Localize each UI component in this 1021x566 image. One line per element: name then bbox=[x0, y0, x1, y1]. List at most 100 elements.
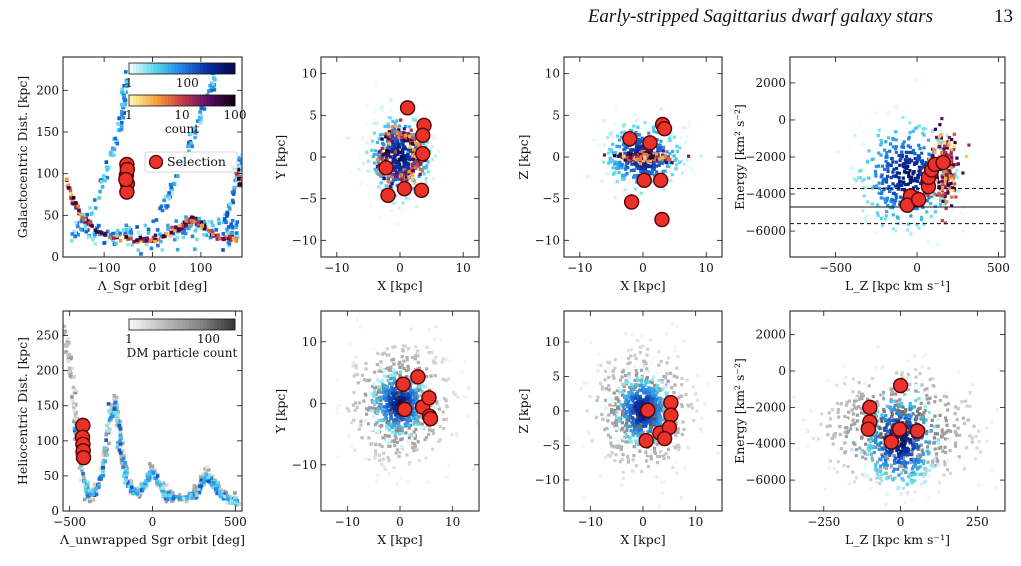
y-tick-label: −5 bbox=[542, 438, 560, 452]
density-cell bbox=[890, 197, 894, 202]
stream-cell bbox=[198, 121, 203, 125]
density-cell bbox=[425, 164, 429, 168]
density-cell bbox=[406, 166, 410, 170]
stream-cell bbox=[216, 483, 221, 487]
density-cell bbox=[409, 139, 413, 143]
density-cell bbox=[646, 380, 650, 384]
density-cell bbox=[687, 122, 692, 126]
density-cell bbox=[413, 444, 418, 448]
density-cell bbox=[412, 442, 417, 446]
density-cell bbox=[630, 385, 635, 389]
stream-cell bbox=[216, 217, 221, 222]
stream-cell bbox=[67, 353, 72, 357]
stream-cell bbox=[109, 406, 113, 410]
density-cell bbox=[647, 369, 651, 373]
density-cell bbox=[412, 179, 416, 183]
density-cell bbox=[466, 386, 471, 390]
stream-cell bbox=[118, 419, 123, 424]
density-cell bbox=[653, 412, 657, 416]
density-cell bbox=[637, 145, 641, 149]
density-cell bbox=[914, 184, 918, 189]
density-cell bbox=[870, 222, 875, 226]
density-cell bbox=[410, 132, 415, 137]
density-cell bbox=[947, 183, 951, 187]
density-cell bbox=[635, 427, 639, 431]
density-cell bbox=[381, 205, 385, 209]
density-cell bbox=[662, 456, 666, 461]
density-cell bbox=[402, 155, 406, 159]
stream-cell bbox=[124, 473, 129, 477]
density-cell bbox=[629, 348, 634, 352]
density-cell bbox=[665, 157, 670, 161]
colorbar-swatch bbox=[146, 95, 151, 106]
stream-cell bbox=[131, 491, 135, 496]
density-cell bbox=[456, 395, 460, 399]
density-cell bbox=[623, 424, 628, 428]
colorbar-swatch bbox=[136, 95, 141, 106]
density-cell bbox=[634, 118, 638, 122]
density-cell bbox=[364, 361, 368, 366]
plot-area bbox=[790, 78, 1005, 257]
density-cell bbox=[647, 164, 651, 168]
stream-cell bbox=[132, 487, 136, 492]
axes-frame bbox=[789, 56, 1006, 258]
density-cell bbox=[875, 211, 880, 215]
density-cell bbox=[898, 179, 902, 183]
density-cell bbox=[390, 398, 394, 402]
selection-point bbox=[75, 449, 92, 466]
colorbar-swatch bbox=[143, 63, 148, 74]
density-cell bbox=[950, 137, 954, 142]
stream-cell bbox=[63, 324, 66, 329]
density-cell bbox=[946, 168, 950, 173]
density-cell bbox=[401, 343, 405, 348]
stream-cell bbox=[184, 224, 188, 228]
density-cell bbox=[942, 172, 946, 176]
stream-cell bbox=[138, 235, 143, 240]
density-cell bbox=[883, 197, 887, 201]
density-cell bbox=[884, 155, 888, 159]
density-cell bbox=[607, 384, 611, 388]
density-cell bbox=[433, 154, 438, 158]
density-cell bbox=[401, 143, 405, 147]
selection-point bbox=[656, 120, 673, 137]
density-cell bbox=[907, 135, 911, 139]
stream-cell bbox=[239, 153, 242, 158]
density-cell bbox=[397, 395, 401, 400]
density-cell bbox=[402, 138, 406, 142]
density-cell bbox=[613, 358, 617, 362]
density-cell bbox=[641, 160, 646, 165]
density-cell bbox=[383, 152, 388, 156]
density-cell bbox=[610, 421, 615, 425]
density-cell bbox=[922, 146, 926, 150]
density-cell bbox=[699, 154, 703, 158]
density-cell bbox=[901, 115, 905, 120]
density-cell bbox=[644, 361, 648, 365]
density-cell bbox=[892, 174, 896, 178]
density-cell bbox=[635, 139, 639, 144]
density-cell bbox=[374, 194, 378, 198]
stream-cell bbox=[221, 237, 225, 241]
density-cell bbox=[411, 391, 415, 395]
density-cell bbox=[393, 142, 397, 146]
density-cell bbox=[381, 436, 385, 440]
density-cell bbox=[622, 382, 626, 386]
density-cell bbox=[406, 131, 410, 136]
density-cell bbox=[909, 214, 913, 218]
density-cell bbox=[663, 376, 668, 380]
density-cell bbox=[955, 175, 959, 179]
density-cell bbox=[660, 491, 664, 495]
colorbar-swatch bbox=[199, 63, 204, 74]
density-cell bbox=[885, 196, 889, 200]
density-cell bbox=[667, 382, 671, 387]
density-cell bbox=[441, 356, 445, 361]
stream-cell bbox=[222, 217, 227, 221]
y-tick-label: −10 bbox=[535, 233, 560, 247]
colorbar-swatch bbox=[203, 319, 208, 330]
density-cell bbox=[653, 402, 657, 406]
density-cell bbox=[653, 159, 657, 164]
density-cell bbox=[886, 136, 891, 140]
density-cell bbox=[381, 464, 386, 469]
density-cell bbox=[636, 132, 640, 137]
density-cell bbox=[891, 170, 895, 174]
density-cell bbox=[888, 149, 892, 153]
